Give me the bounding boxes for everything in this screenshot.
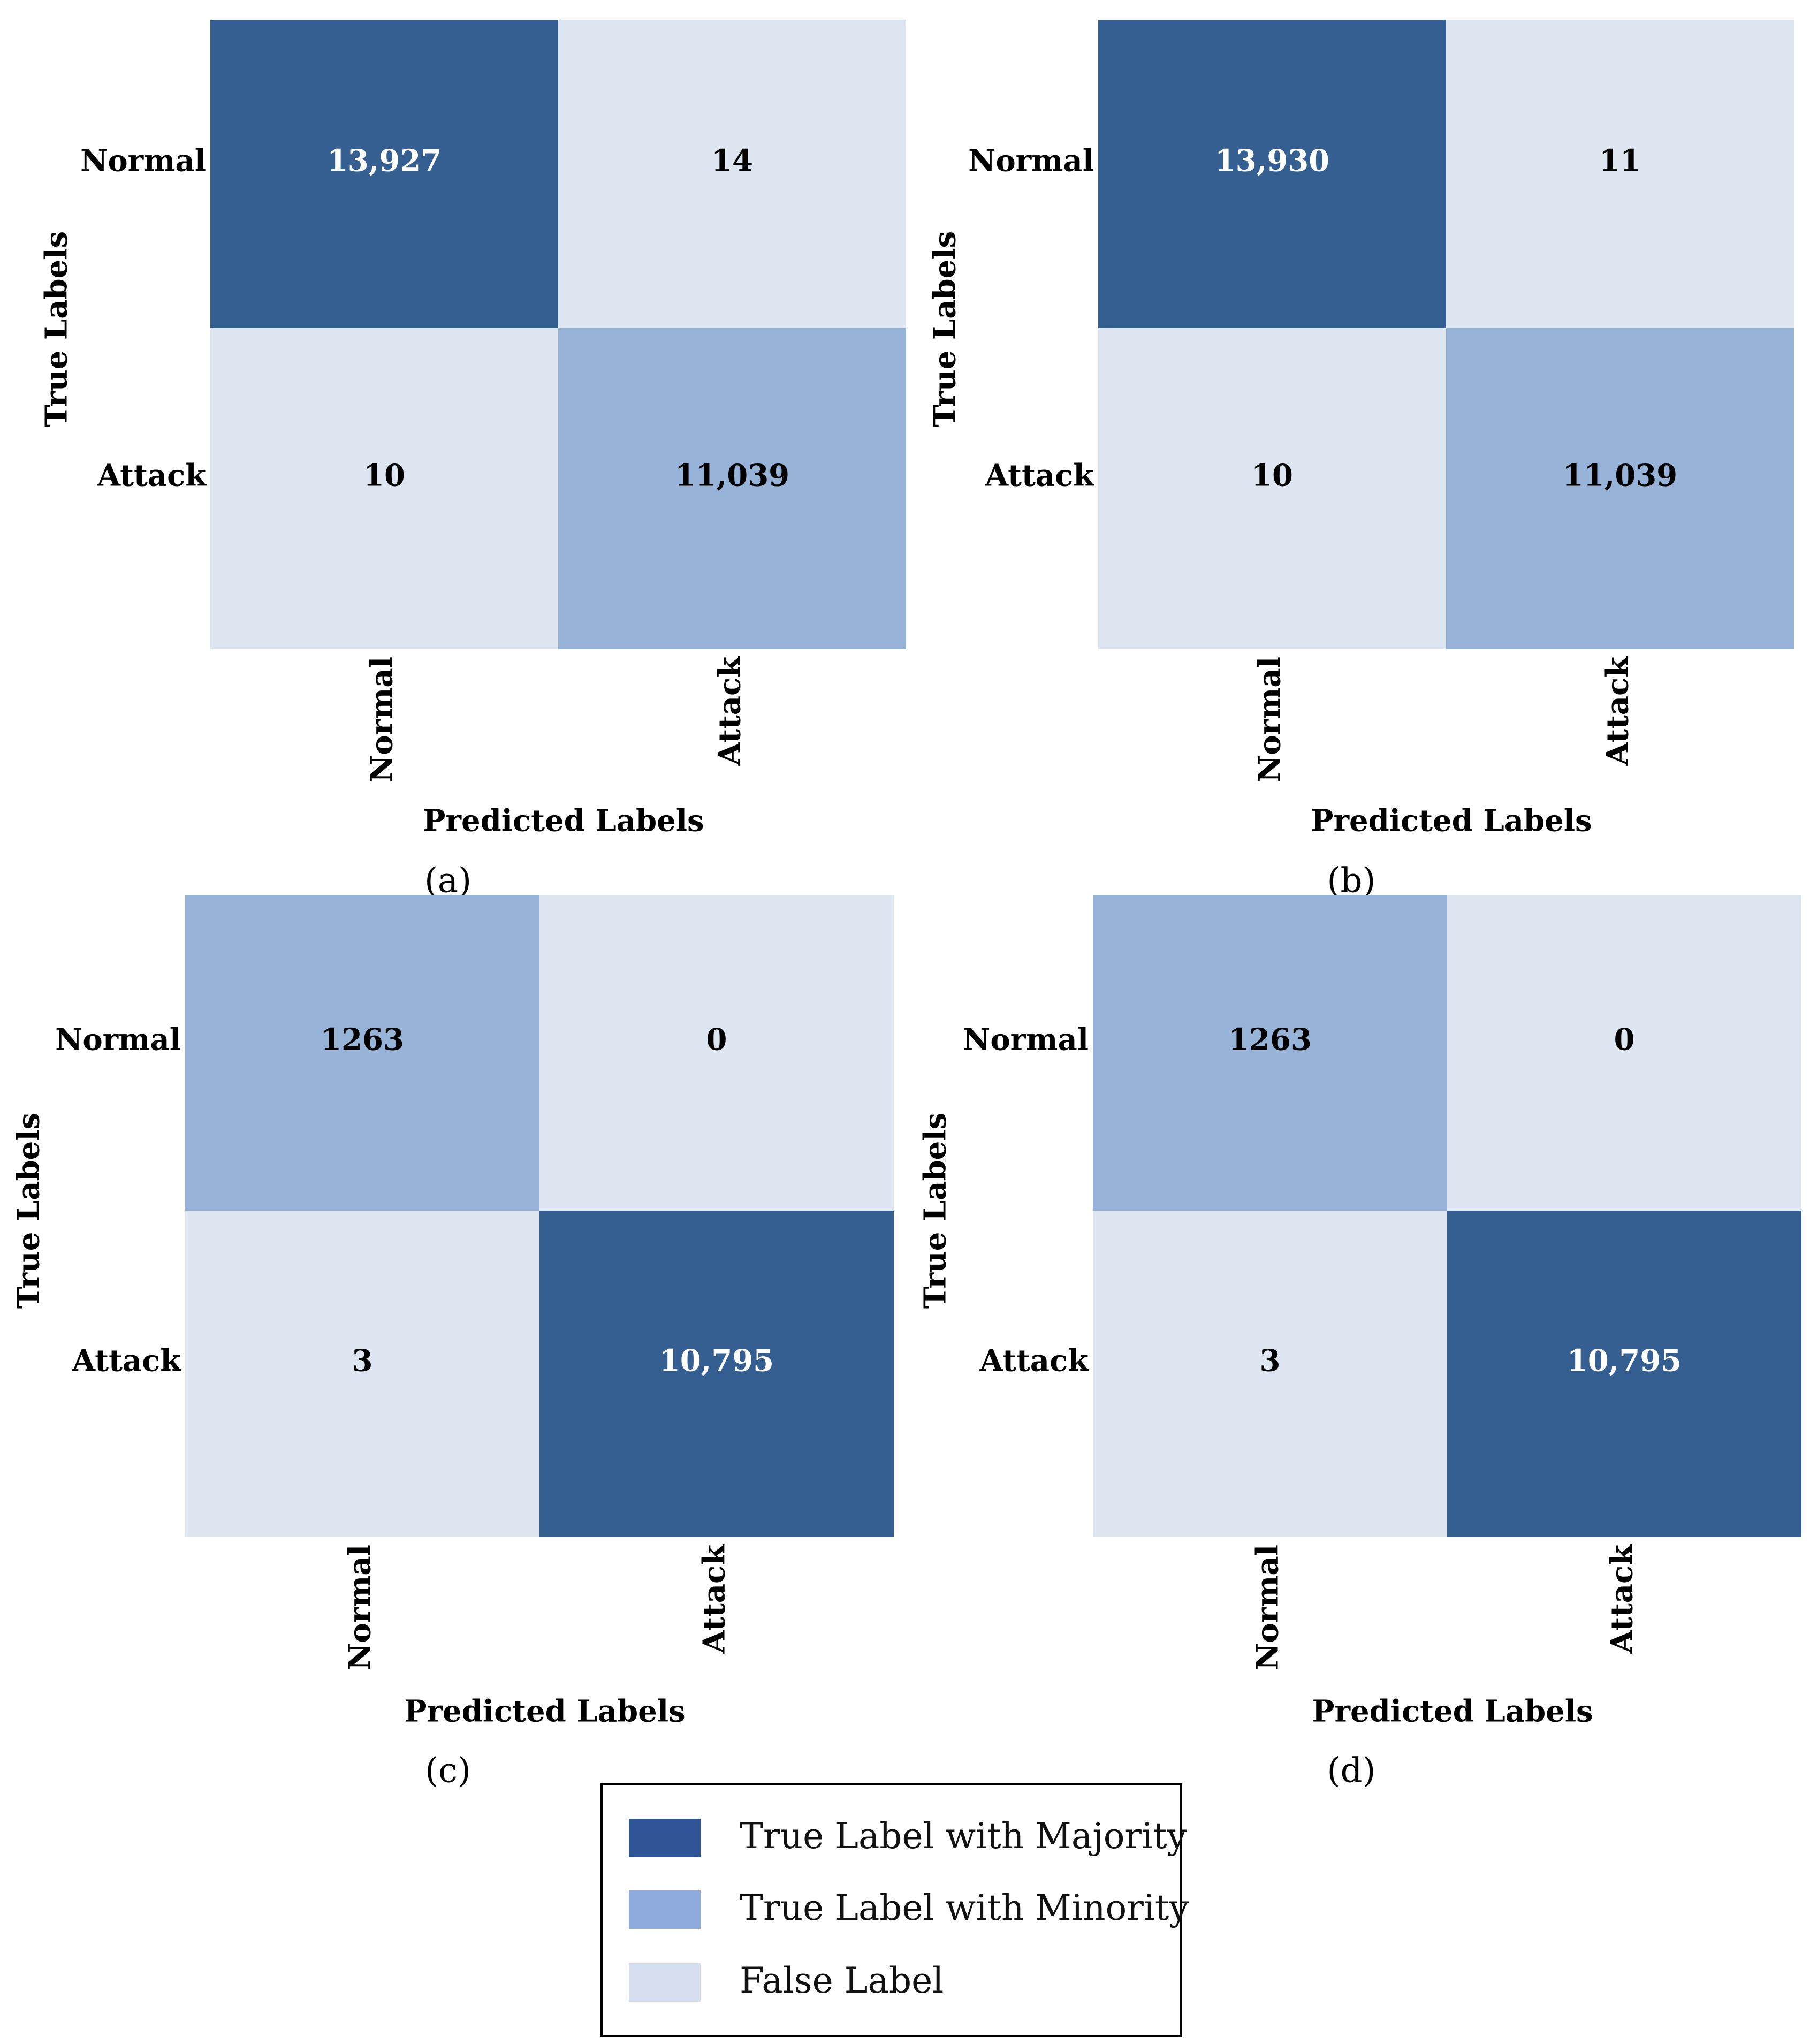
cell-value: 11	[1599, 143, 1641, 179]
x-axis-label: Predicted Labels	[423, 803, 704, 839]
cell-value: 10	[363, 458, 405, 493]
cell-attack-attack	[1447, 1211, 1801, 1537]
legend-swatch	[629, 1819, 701, 1857]
row-tick-label: Normal	[55, 1022, 181, 1058]
legend-label: False Label	[740, 1960, 944, 2001]
panel-label: (b)	[1327, 861, 1376, 901]
col-tick-label: Attack	[697, 1544, 732, 1654]
cell-value: 0	[706, 1022, 727, 1058]
legend-label: True Label with Majority	[740, 1815, 1188, 1857]
col-tick-label: Normal	[1250, 1545, 1286, 1670]
cell-attack-normal	[1093, 1211, 1447, 1537]
cell-value: 3	[352, 1343, 373, 1379]
cell-normal-normal	[1098, 20, 1446, 328]
legend-label: True Label with Minority	[740, 1887, 1189, 1928]
confusion-matrix-d: 1263 0 3 10,795 Normal Attack Normal Attack Pred…	[918, 895, 1801, 1791]
cell-value: 10,795	[1567, 1343, 1682, 1379]
row-tick-label: Attack	[97, 458, 207, 493]
cell-normal-normal	[185, 895, 539, 1211]
panels-group: 13,927 14 10 11,039 Normal Attack Normal Attack…	[11, 20, 1801, 1791]
cell-value: 1263	[321, 1022, 404, 1058]
cell-normal-attack	[558, 20, 906, 328]
col-tick-label: Attack	[1604, 1544, 1640, 1654]
cell-value: 10	[1251, 458, 1293, 493]
cell-attack-normal	[210, 328, 558, 649]
panel-label: (a)	[424, 861, 471, 901]
cell-normal-normal	[1093, 895, 1447, 1211]
cell-attack-attack	[1446, 328, 1794, 649]
confusion-matrix-c: 1263 0 3 10,795 Normal Attack Normal Attack Pred…	[11, 895, 894, 1791]
confusion-matrix-b: 13,930 11 10 11,039 Normal Attack Normal Attack…	[927, 20, 1794, 901]
col-tick-label: Normal	[1252, 657, 1288, 782]
x-axis-label: Predicted Labels	[404, 1694, 685, 1729]
col-tick-label: Normal	[343, 1545, 378, 1670]
cell-value: 1263	[1228, 1022, 1312, 1058]
cell-normal-attack	[1446, 20, 1794, 328]
cell-attack-attack	[558, 328, 906, 649]
cell-value: 13,927	[327, 143, 442, 179]
row-tick-label: Normal	[963, 1022, 1089, 1058]
cell-normal-normal	[210, 20, 558, 328]
cell-attack-normal	[1098, 328, 1446, 649]
y-axis-label: True Labels	[927, 231, 963, 427]
confusion-matrix-a: 13,927 14 10 11,039 Normal Attack Normal Attack…	[39, 20, 906, 901]
row-tick-label: Normal	[968, 143, 1094, 179]
cell-value: 10,795	[659, 1343, 774, 1379]
col-tick-label: Normal	[364, 657, 400, 782]
row-tick-label: Normal	[80, 143, 206, 179]
panel-label: (c)	[425, 1751, 471, 1791]
legend-swatch	[629, 1890, 701, 1929]
y-axis-label: True Labels	[918, 1113, 953, 1309]
y-axis-label: True Labels	[11, 1113, 47, 1309]
cell-value: 11,039	[675, 458, 789, 493]
col-tick-label: Attack	[1600, 656, 1636, 766]
x-axis-label: Predicted Labels	[1312, 1694, 1593, 1729]
cell-value: 11,039	[1563, 458, 1677, 493]
cell-attack-normal	[185, 1211, 539, 1537]
cell-normal-attack	[539, 895, 894, 1211]
cell-value: 0	[1614, 1022, 1635, 1058]
row-tick-label: Attack	[72, 1343, 182, 1379]
col-tick-label: Attack	[712, 656, 748, 766]
legend: True Label with Majority True Label with …	[600, 1783, 1189, 2037]
row-tick-label: Attack	[979, 1343, 1090, 1379]
panel-label: (d)	[1327, 1751, 1376, 1791]
cell-normal-attack	[1447, 895, 1801, 1211]
y-axis-label: True Labels	[39, 231, 74, 427]
x-axis-label: Predicted Labels	[1311, 803, 1592, 839]
cell-value: 14	[711, 143, 753, 179]
cell-value: 3	[1260, 1343, 1281, 1379]
cell-attack-attack	[539, 1211, 894, 1537]
legend-swatch	[629, 1963, 701, 2002]
row-tick-label: Attack	[985, 458, 1095, 493]
cell-value: 13,930	[1215, 143, 1329, 179]
